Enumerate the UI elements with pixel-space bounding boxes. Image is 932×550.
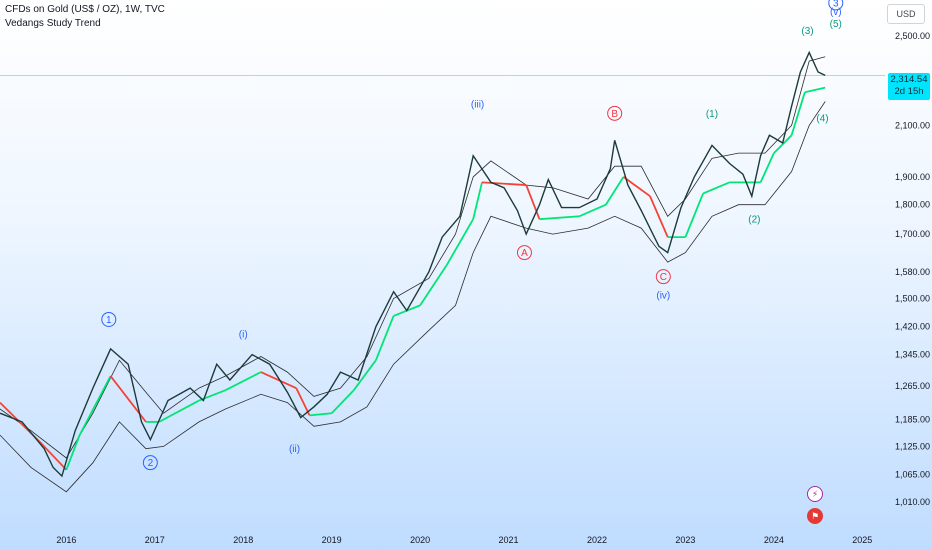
trend-segment bbox=[759, 152, 775, 183]
trend-segment bbox=[804, 86, 826, 94]
wave-label: (iv) bbox=[656, 291, 670, 302]
wave-label: (3) bbox=[801, 26, 813, 37]
trend-segment bbox=[684, 193, 704, 238]
trend-segment bbox=[702, 181, 730, 195]
currency-button[interactable]: USD bbox=[887, 4, 925, 24]
trend-segment bbox=[158, 399, 200, 423]
wave-label-circle bbox=[516, 245, 532, 261]
trend-segment bbox=[649, 195, 669, 238]
wave-label: B bbox=[611, 109, 618, 120]
lightning-icon[interactable]: ⚡ bbox=[807, 486, 823, 502]
symbol-title: CFDs on Gold (US$ / OZ), 1W, TVC bbox=[5, 4, 165, 15]
last-price-badge: 2,314.54 2d 15h bbox=[888, 73, 930, 100]
trend-segment bbox=[295, 387, 311, 416]
trend-segment bbox=[445, 218, 474, 266]
bar-countdown: 2d 15h bbox=[894, 86, 924, 97]
lower-channel-line bbox=[0, 101, 826, 493]
trend-segment bbox=[78, 375, 112, 436]
trend-segment bbox=[773, 134, 793, 154]
trend-segment bbox=[309, 412, 332, 417]
x-tick-label: 2017 bbox=[145, 535, 165, 545]
y-tick-label: 1,800.00 bbox=[895, 200, 930, 210]
x-tick-label: 2022 bbox=[587, 535, 607, 545]
trend-segment bbox=[65, 434, 81, 471]
y-tick-label: 1,900.00 bbox=[895, 172, 930, 182]
wave-label-circle bbox=[828, 0, 844, 11]
y-tick-label: 1,010.00 bbox=[895, 497, 930, 507]
indicator-label[interactable]: Vedangs Study Trend bbox=[5, 18, 101, 29]
trend-segment bbox=[525, 184, 541, 220]
trend-segment bbox=[605, 176, 625, 206]
wave-label: 1 bbox=[106, 315, 112, 326]
trend-segment bbox=[375, 315, 395, 361]
wave-label: (ii) bbox=[289, 444, 300, 455]
y-tick-label: 1,185.00 bbox=[895, 415, 930, 425]
wave-label: (v) bbox=[830, 7, 842, 18]
wave-label: (5) bbox=[830, 19, 842, 30]
wave-label-circle bbox=[101, 311, 117, 327]
y-tick-label: 1,420.00 bbox=[895, 322, 930, 332]
y-tick-label: 2,100.00 bbox=[895, 120, 930, 130]
trend-segment bbox=[539, 215, 580, 221]
annotation-layer: 1 2 (i) (ii) (iii) A B C (iv) (1) (2) (3) (4) (5)(v)3 bbox=[101, 0, 844, 471]
x-tick-label: 2023 bbox=[675, 535, 695, 545]
x-tick-label: 2025 bbox=[852, 535, 872, 545]
wave-label-circle bbox=[607, 105, 623, 121]
trend-segment bbox=[419, 264, 448, 306]
wave-label-circle bbox=[655, 269, 671, 285]
wave-label: (i) bbox=[239, 329, 248, 340]
y-tick-label: 1,700.00 bbox=[895, 229, 930, 239]
y-tick-label: 1,580.00 bbox=[895, 267, 930, 277]
x-tick-label: 2019 bbox=[322, 535, 342, 545]
trend-segment bbox=[39, 441, 67, 471]
axis-layer: 2,500.00 2,100.00 1,900.00 1,800.00 1,700.00… bbox=[56, 31, 930, 545]
x-tick-label: 2024 bbox=[764, 535, 784, 545]
wave-label: 3 bbox=[833, 0, 839, 9]
upper-channel-line bbox=[0, 56, 826, 459]
trend-segment bbox=[622, 176, 651, 197]
y-tick-label: 1,065.00 bbox=[895, 470, 930, 480]
y-tick-label: 1,125.00 bbox=[895, 441, 930, 451]
wave-label: (1) bbox=[706, 109, 718, 120]
wave-label: (2) bbox=[748, 215, 760, 226]
y-tick-label: 1,265.00 bbox=[895, 381, 930, 391]
trend-segment bbox=[260, 371, 297, 389]
trend-segment bbox=[353, 359, 377, 391]
trend-segment bbox=[578, 203, 607, 218]
trend-segment bbox=[790, 91, 806, 136]
x-tick-label: 2018 bbox=[233, 535, 253, 545]
wave-label: (iii) bbox=[471, 99, 484, 110]
y-tick-label: 1,345.00 bbox=[895, 350, 930, 360]
wave-label: C bbox=[660, 272, 667, 283]
trend-segment bbox=[331, 389, 355, 414]
wave-label: 2 bbox=[148, 458, 154, 469]
trend-segment bbox=[198, 389, 226, 402]
series-layer bbox=[0, 50, 826, 493]
wave-label: (4) bbox=[816, 114, 828, 125]
wave-label-circle bbox=[142, 455, 158, 471]
x-tick-label: 2016 bbox=[56, 535, 76, 545]
trend-segment bbox=[481, 181, 527, 186]
trend-segment bbox=[472, 182, 483, 220]
trend-segment bbox=[225, 371, 262, 391]
last-price-value: 2,314.54 bbox=[890, 74, 928, 85]
x-tick-label: 2020 bbox=[410, 535, 430, 545]
wave-label: A bbox=[521, 248, 528, 259]
us-flag-icon[interactable]: ⚑ bbox=[807, 508, 823, 524]
x-tick-label: 2021 bbox=[499, 535, 519, 545]
y-tick-label: 2,500.00 bbox=[895, 31, 930, 41]
y-tick-label: 1,500.00 bbox=[895, 293, 930, 303]
price-line bbox=[0, 50, 826, 478]
